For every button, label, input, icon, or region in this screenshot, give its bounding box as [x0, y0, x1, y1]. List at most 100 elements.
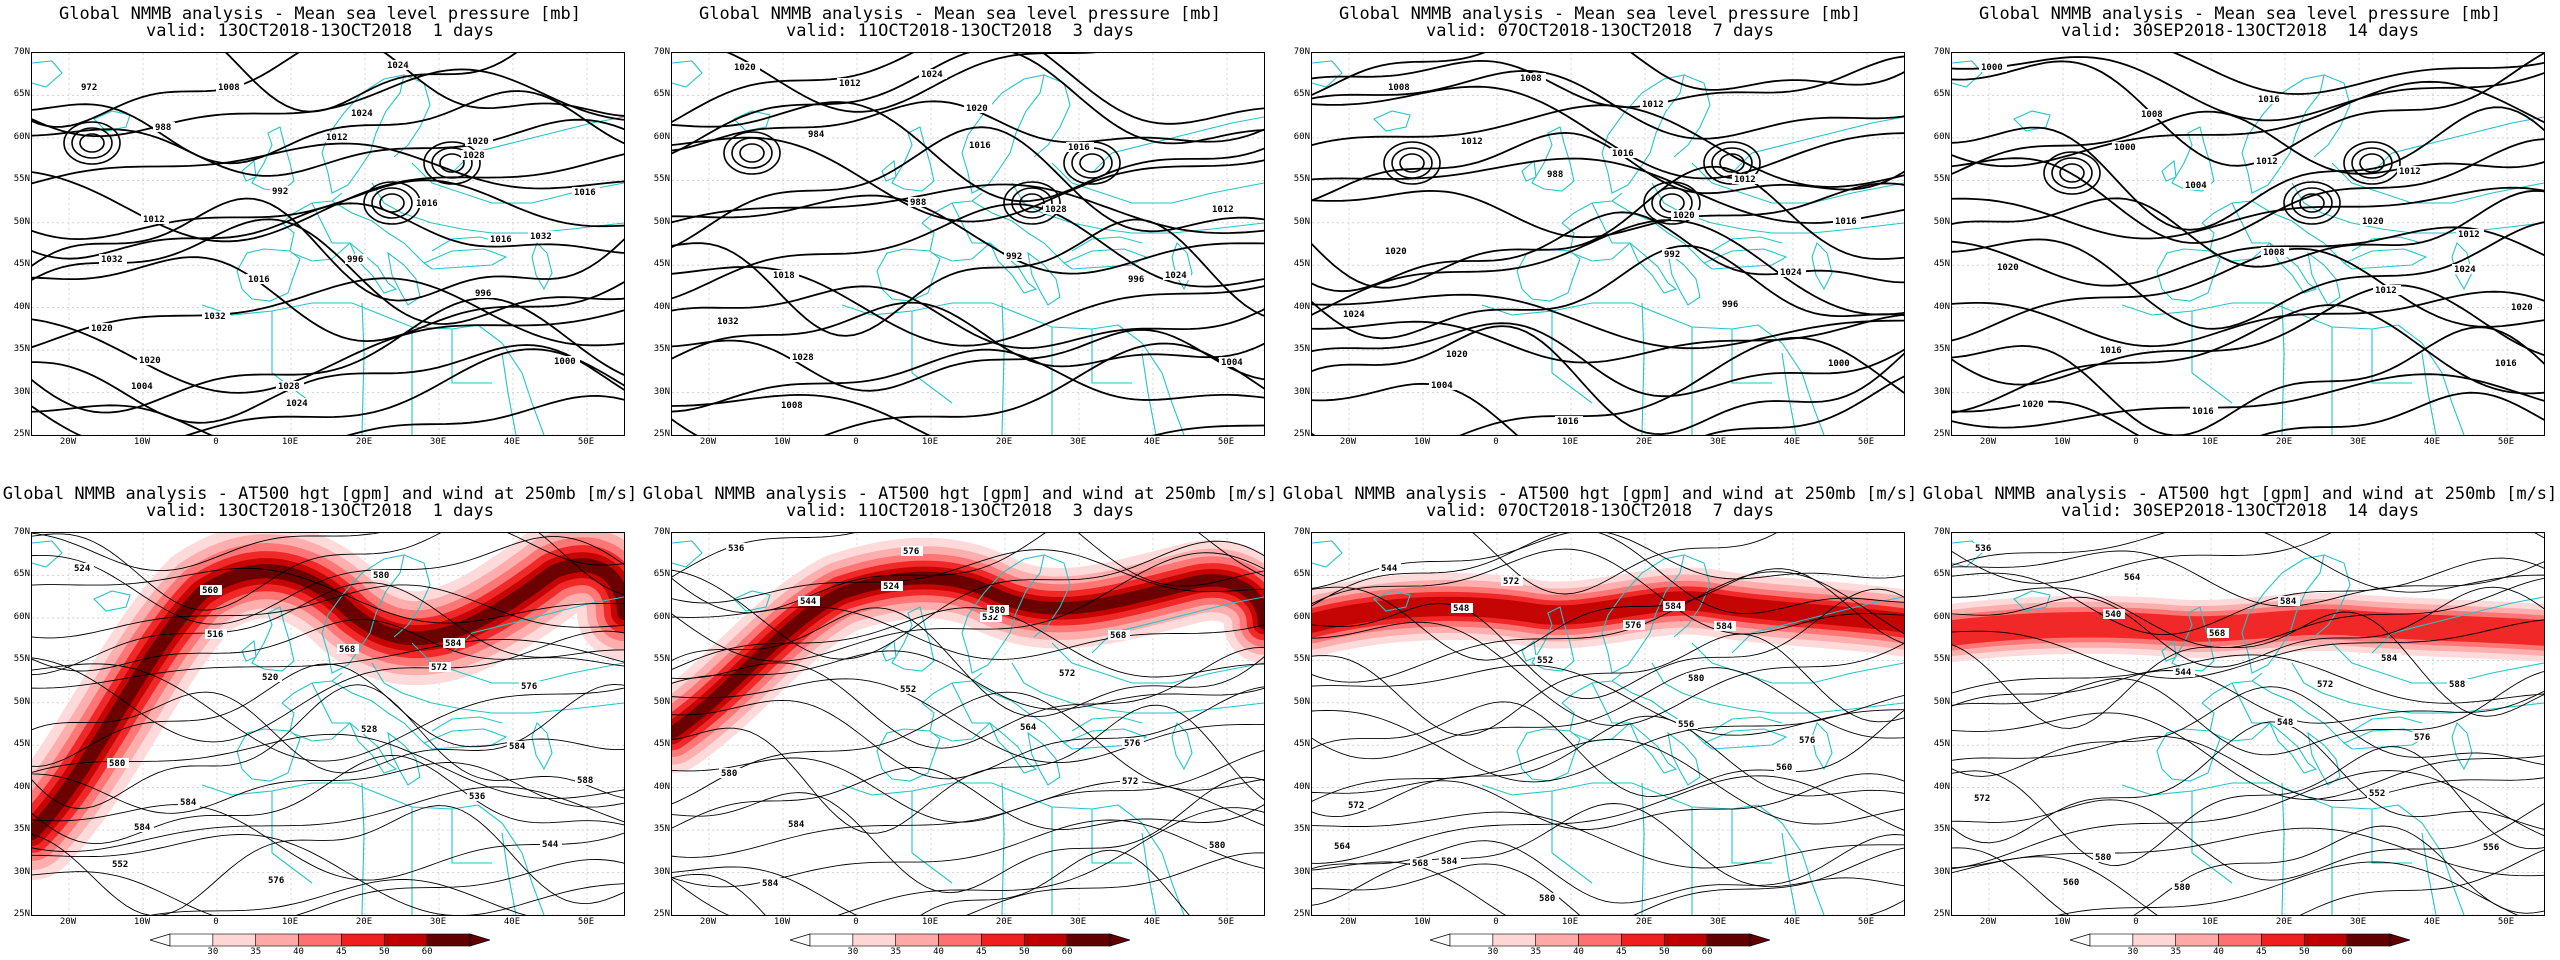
- longitude-label: 10W: [1413, 917, 1431, 927]
- contour-line: [32, 68, 624, 137]
- longitude-label: 30E: [429, 917, 447, 927]
- jet-speed-band: [1312, 591, 1904, 633]
- coastline: [2231, 202, 2270, 244]
- colorbar-tick-label: 35: [2170, 947, 2182, 957]
- longitude-label: 40E: [2423, 917, 2441, 927]
- coastline: [1071, 236, 1143, 252]
- coastline: [1781, 352, 1797, 435]
- svg-text:576: 576: [268, 876, 284, 886]
- longitude-label: 10E: [921, 437, 939, 447]
- svg-text:564: 564: [2124, 573, 2141, 583]
- contour-label: 1020: [1995, 262, 2023, 273]
- contour-line: [32, 153, 624, 243]
- contour-line: [32, 256, 624, 343]
- colorbar-tick-label: 35: [890, 947, 902, 957]
- latitude-label: 50N: [1293, 216, 1310, 227]
- contour-line: [1952, 586, 2544, 668]
- contour-line: [32, 309, 624, 394]
- latitude-label: 40N: [653, 301, 670, 312]
- coastline: [876, 728, 941, 782]
- coastline: [1117, 804, 1185, 915]
- longitude-label: 10W: [773, 437, 791, 447]
- longitude-label: 50E: [2497, 917, 2515, 927]
- colorbar-segment: [938, 933, 982, 947]
- contour-label: 1024: [919, 69, 947, 80]
- longitude-label: 20E: [355, 437, 373, 447]
- colorbar-segment: [981, 933, 1025, 947]
- coastline: [451, 809, 492, 864]
- contour-label: 584: [2379, 653, 2401, 664]
- coastline: [881, 159, 897, 182]
- contour-line: [2057, 861, 2518, 915]
- contour-label: 1032: [202, 311, 230, 322]
- svg-text:568: 568: [2209, 629, 2225, 639]
- longitude-label: 0: [213, 917, 219, 927]
- coastline: [2351, 716, 2423, 732]
- contour-line: [32, 297, 624, 414]
- svg-text:568: 568: [339, 645, 355, 655]
- contour-label: 548: [2275, 717, 2297, 728]
- pressure-center-contour: [1719, 153, 1745, 173]
- contour-line: [1312, 738, 1904, 825]
- colorbar-segment: [255, 933, 299, 947]
- latitude-label: 35N: [13, 344, 30, 355]
- pressure-center-contour: [423, 141, 481, 185]
- longitude-label: 40E: [2423, 437, 2441, 447]
- contour-line: [672, 650, 1264, 710]
- map-area: 544 548 552 556 560 564 568 572 576 580 576 572 584 5…: [1311, 532, 1905, 916]
- contour-label: 988: [908, 197, 930, 208]
- contour-line: [1312, 548, 1904, 635]
- svg-text:536: 536: [728, 544, 744, 554]
- latitude-label: 60N: [653, 131, 670, 142]
- coastline: [733, 590, 771, 612]
- colorbar-segment: [1449, 933, 1494, 947]
- coastline: [2421, 352, 2437, 435]
- contour-label: 1000: [552, 356, 580, 367]
- contour-label: 568: [1108, 630, 1130, 641]
- svg-text:1012: 1012: [2256, 157, 2278, 167]
- map-panel: Global NMMB analysis - Mean sea level pr…: [0, 0, 640, 480]
- longitude-label: 40E: [1143, 917, 1161, 927]
- svg-text:524: 524: [883, 582, 900, 592]
- svg-text:576: 576: [521, 682, 537, 692]
- svg-text:560: 560: [2063, 878, 2079, 888]
- svg-text:520: 520: [262, 673, 278, 683]
- coastline: [451, 596, 624, 654]
- coastline: [422, 248, 508, 270]
- contour-line: [1312, 633, 1904, 736]
- coastline: [2397, 804, 2465, 915]
- contour-label: 572: [1972, 793, 1994, 804]
- svg-text:588: 588: [577, 776, 593, 786]
- coastline: [841, 782, 1119, 810]
- coastline: [531, 241, 553, 291]
- coastline: [1091, 116, 1264, 174]
- panel-title: Global NMMB analysis - AT500 hgt [gpm] a…: [1922, 484, 2558, 504]
- coastline: [2397, 324, 2465, 435]
- pressure-center-contour: [1643, 181, 1701, 225]
- svg-text:1004: 1004: [131, 382, 153, 392]
- contour-line: [1312, 775, 1904, 864]
- coastline: [931, 242, 991, 262]
- contour-label: 544: [1379, 563, 1401, 574]
- longitude-label: 20W: [1339, 917, 1357, 927]
- coastline: [241, 159, 257, 182]
- coastline: [971, 680, 1065, 744]
- colorbar-tick-label: 40: [293, 947, 304, 957]
- svg-text:1020: 1020: [91, 324, 113, 334]
- coastline: [477, 324, 545, 435]
- contour-line: [32, 683, 624, 774]
- contour-line: [1952, 827, 2544, 877]
- contour-line: [672, 393, 1264, 435]
- longitude-label: 20W: [1979, 917, 1997, 927]
- latitude-label: 55N: [1933, 174, 1950, 185]
- contour-label: 1000: [2112, 142, 2140, 153]
- pressure-center-contour: [2043, 151, 2101, 195]
- latitude-label: 55N: [1293, 654, 1310, 665]
- svg-text:1016: 1016: [248, 275, 270, 285]
- latitude-label: 70N: [1293, 527, 1310, 537]
- coastline: [1811, 241, 1833, 291]
- coastline: [1711, 716, 1783, 732]
- svg-text:1012: 1012: [1734, 175, 1756, 185]
- coastline: [1001, 782, 1005, 915]
- colorbar-segment: [298, 933, 342, 947]
